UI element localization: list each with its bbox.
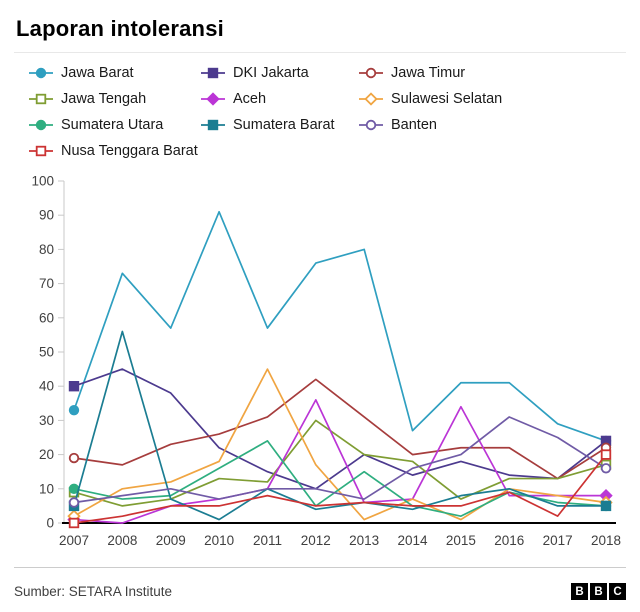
legend-item-jawa-tengah[interactable]: Jawa Tengah xyxy=(28,91,200,107)
series-marker-sumatera-barat xyxy=(600,500,612,512)
legend-item-dki-jakarta[interactable]: DKI Jakarta xyxy=(200,65,358,81)
series-marker-banten xyxy=(68,497,80,508)
y-tick-label: 0 xyxy=(46,516,54,531)
legend-item-aceh[interactable]: Aceh xyxy=(200,91,358,107)
legend-label: DKI Jakarta xyxy=(233,65,309,81)
legend-label: Jawa Barat xyxy=(61,65,134,81)
y-tick-label: 40 xyxy=(39,379,54,394)
x-tick-label: 2007 xyxy=(59,533,89,548)
series-jawa-barat xyxy=(68,210,612,447)
legend-marker-icon xyxy=(29,67,53,79)
footer-divider xyxy=(14,567,626,568)
source-text: Sumber: SETARA Institute xyxy=(14,584,173,599)
legend-item-banten[interactable]: Banten xyxy=(358,117,626,133)
legend-label: Nusa Tenggara Barat xyxy=(61,143,198,159)
series-banten xyxy=(68,416,612,508)
x-tick-label: 2008 xyxy=(107,533,137,548)
x-tick-label: 2012 xyxy=(301,533,331,548)
y-tick-label: 70 xyxy=(39,276,54,291)
series-marker-jawa-barat xyxy=(68,404,80,416)
y-tick-label: 100 xyxy=(31,174,54,189)
legend-marker-icon xyxy=(201,119,225,131)
legend-marker-icon xyxy=(359,92,383,106)
legend-label: Sumatera Barat xyxy=(233,117,335,133)
x-tick-label: 2010 xyxy=(204,533,234,548)
legend-marker-icon xyxy=(29,119,53,131)
x-tick-label: 2015 xyxy=(446,533,476,548)
y-tick-label: 60 xyxy=(39,310,54,325)
title-divider xyxy=(14,52,626,53)
x-tick-label: 2014 xyxy=(398,533,429,548)
series-sulawesi-selatan xyxy=(67,368,613,523)
legend-item-jawa-timur[interactable]: Jawa Timur xyxy=(358,65,626,81)
x-tick-label: 2011 xyxy=(253,533,282,548)
y-tick-label: 50 xyxy=(39,345,54,360)
series-marker-nusa-tenggara-barat xyxy=(68,517,80,529)
series-marker-nusa-tenggara-barat xyxy=(600,449,612,460)
legend-marker-icon xyxy=(29,93,53,105)
y-tick-label: 80 xyxy=(39,242,54,257)
series-marker-banten xyxy=(600,463,612,474)
legend-label: Sumatera Utara xyxy=(61,117,164,133)
x-tick-label: 2009 xyxy=(156,533,186,548)
legend-item-jawa-barat[interactable]: Jawa Barat xyxy=(28,65,200,81)
x-tick-label: 2016 xyxy=(494,533,524,548)
chart-title: Laporan intoleransi xyxy=(16,16,224,41)
legend-item-nusa-tenggara-barat[interactable]: Nusa Tenggara Barat xyxy=(28,143,200,159)
y-tick-label: 10 xyxy=(39,481,54,496)
legend-label: Aceh xyxy=(233,91,267,107)
legend-marker-icon xyxy=(359,119,383,131)
y-tick-label: 90 xyxy=(39,208,54,223)
legend-marker-icon xyxy=(359,67,383,79)
legend-marker-icon xyxy=(29,145,53,157)
legend-label: Sulawesi Selatan xyxy=(391,91,503,107)
x-tick-label: 2017 xyxy=(543,533,573,548)
y-tick-label: 30 xyxy=(39,413,54,428)
series-marker-dki-jakarta xyxy=(68,380,80,392)
legend-marker-icon xyxy=(201,67,225,79)
legend-marker-icon xyxy=(201,92,225,106)
series-nusa-tenggara-barat xyxy=(68,449,612,529)
x-tick-label: 2018 xyxy=(591,533,621,548)
series-marker-sumatera-utara xyxy=(68,483,80,495)
chart-legend: Jawa Barat DKI Jakarta Jawa Timur Jawa Teng… xyxy=(28,65,626,159)
line-chart: 0 10 20 30 40 50 60 70 80 90 100 2007 2008 2009 2010 20… xyxy=(31,174,621,549)
legend-label: Banten xyxy=(391,117,437,133)
y-tick-label: 20 xyxy=(39,447,54,462)
bbc-logo-letter: B xyxy=(590,583,607,600)
legend-item-sumatera-utara[interactable]: Sumatera Utara xyxy=(28,117,200,133)
bbc-logo-letter: C xyxy=(609,583,626,600)
legend-item-sulawesi-selatan[interactable]: Sulawesi Selatan xyxy=(358,91,626,107)
series-marker-jawa-timur xyxy=(68,452,80,464)
legend-label: Jawa Tengah xyxy=(61,91,147,107)
legend-label: Jawa Timur xyxy=(391,65,466,81)
legend-item-sumatera-barat[interactable]: Sumatera Barat xyxy=(200,117,358,133)
bbc-logo-letter: B xyxy=(571,583,588,600)
x-tick-label: 2013 xyxy=(349,533,379,548)
